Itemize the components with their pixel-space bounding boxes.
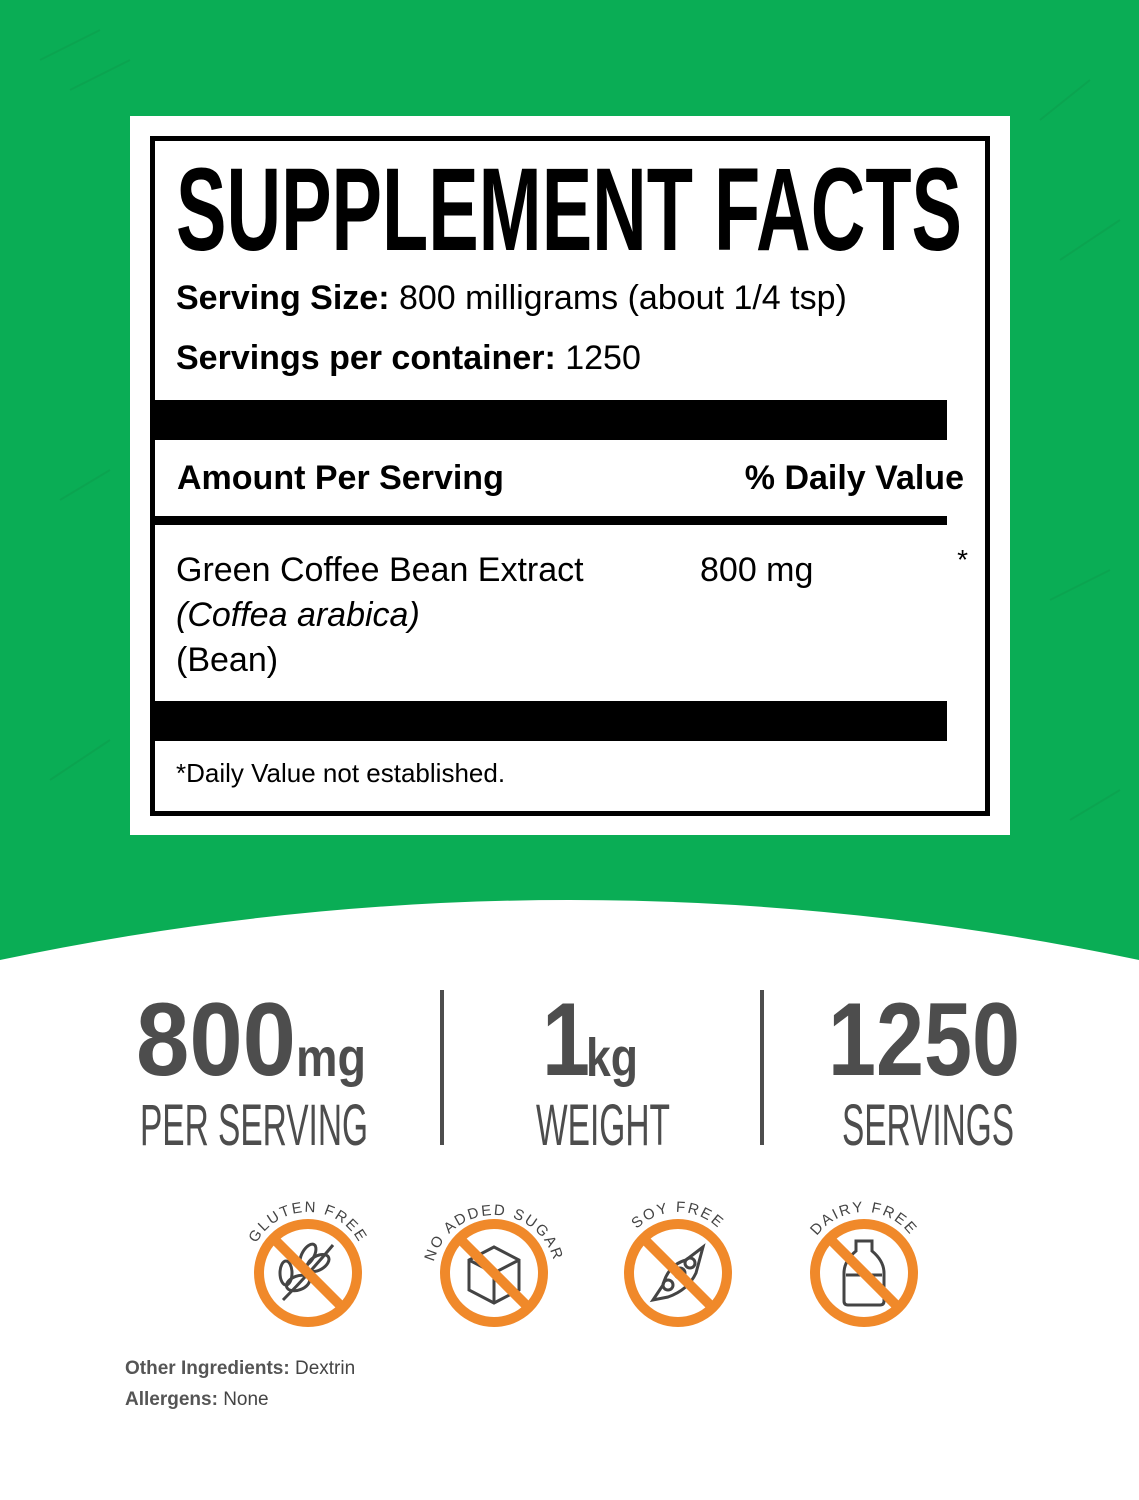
svg-text:DAIRY FREE: DAIRY FREE bbox=[807, 1199, 921, 1239]
ingredient-latin-name: (Coffea arabica) bbox=[176, 596, 420, 634]
thick-divider bbox=[153, 400, 947, 440]
stat-per-serving: 800 mg PER SERVING bbox=[136, 990, 368, 1150]
ingredient-dv: * bbox=[957, 544, 968, 575]
other-ingredients: Other Ingredients: Dextrin bbox=[125, 1358, 355, 1380]
servings-per-container: Servings per container: 1250 bbox=[176, 339, 641, 378]
serving-size: Serving Size: 800 milligrams (about 1/4 … bbox=[176, 279, 847, 318]
ingredient-name: Green Coffee Bean Extract bbox=[176, 551, 584, 589]
servings-value: 1250 bbox=[565, 339, 641, 377]
thick-divider-bottom bbox=[153, 701, 947, 741]
badge-gluten-free: GLUTEN FREE bbox=[245, 1199, 369, 1327]
badge-no-added-sugar: NO ADDED SUGAR bbox=[424, 1202, 564, 1327]
allergens-label: Allergens: bbox=[125, 1389, 218, 1410]
daily-value-header: % Daily Value bbox=[744, 459, 964, 497]
svg-text:800: 800 bbox=[136, 990, 296, 1098]
servings-label: Servings per container: bbox=[176, 339, 556, 377]
stat-servings: 1250 SERVINGS bbox=[828, 990, 1020, 1150]
other-ingredients-label: Other Ingredients: bbox=[125, 1358, 290, 1379]
footnote: *Daily Value not established. bbox=[176, 758, 506, 788]
amount-per-serving-header: Amount Per Serving bbox=[177, 459, 504, 497]
ingredient-amount: 800 mg bbox=[700, 551, 814, 589]
svg-text:PER SERVING: PER SERVING bbox=[140, 1093, 368, 1150]
stat-weight: 1 kg WEIGHT bbox=[536, 990, 670, 1150]
supplement-facts-label: SUPPLEMENT FACTS Serving Size: 800 milli… bbox=[130, 116, 1010, 835]
ingredient-name-block: Green Coffee Bean Extract (Coffea arabic… bbox=[176, 548, 584, 683]
stat-divider bbox=[760, 990, 764, 1145]
svg-text:kg: kg bbox=[586, 1028, 638, 1088]
badge-soy-free: SOY FREE bbox=[624, 1199, 732, 1327]
allergens-value: None bbox=[223, 1389, 269, 1410]
badge-dairy-free: DAIRY FREE bbox=[807, 1199, 921, 1327]
stats-row: 800 mg PER SERVING 1 kg WEIGHT 1250 SERV… bbox=[0, 990, 1139, 1150]
facts-title: SUPPLEMENT FACTS bbox=[176, 156, 962, 261]
serving-size-value: 800 milligrams (about 1/4 tsp) bbox=[398, 279, 847, 317]
serving-size-label: Serving Size: bbox=[176, 279, 390, 317]
allergens: Allergens: None bbox=[125, 1389, 269, 1411]
label-border bbox=[150, 136, 990, 816]
medium-divider bbox=[153, 516, 947, 525]
stat-divider bbox=[440, 990, 444, 1145]
ingredient-part: (Bean) bbox=[176, 641, 279, 679]
other-ingredients-value: Dextrin bbox=[294, 1358, 356, 1379]
svg-text:1250: 1250 bbox=[828, 990, 1020, 1098]
svg-text:SERVINGS: SERVINGS bbox=[842, 1093, 1014, 1150]
svg-text:mg: mg bbox=[296, 1028, 366, 1088]
svg-text:WEIGHT: WEIGHT bbox=[536, 1093, 670, 1150]
svg-text:SUPPLEMENT FACTS: SUPPLEMENT FACTS bbox=[176, 156, 962, 261]
svg-text:1: 1 bbox=[542, 990, 590, 1098]
